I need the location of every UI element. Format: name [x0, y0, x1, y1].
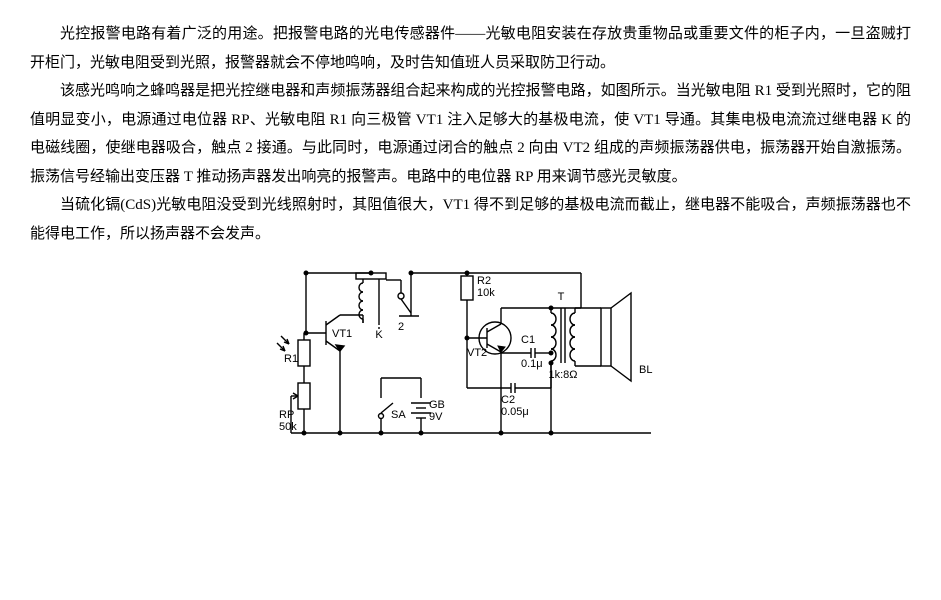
paragraph-1: 光控报警电路有着广泛的用途。把报警电路的光电传感器件——光敏电阻安装在存放贵重物… — [30, 20, 911, 77]
svg-text:C2: C2 — [501, 394, 515, 406]
svg-text:C1: C1 — [521, 334, 535, 346]
svg-text:9V: 9V — [429, 411, 443, 423]
circuit-diagram: 2 VT1 R1 RP50k K SA GB9V R210k VT2 C1 0.1μ C20.05μ T… — [251, 258, 691, 458]
paragraph-2: 该感光鸣响之蜂鸣器是把光控继电器和声频振荡器组合起来构成的光控报警电路，如图所示… — [30, 77, 911, 191]
svg-text:RP: RP — [279, 409, 294, 421]
svg-text:2: 2 — [397, 321, 403, 333]
svg-text:VT2: VT2 — [467, 347, 487, 359]
svg-text:50k: 50k — [279, 421, 297, 433]
svg-text:K: K — [375, 329, 383, 341]
svg-text:1k:8Ω: 1k:8Ω — [548, 369, 577, 381]
svg-text:T: T — [557, 291, 564, 303]
svg-text:0.1μ: 0.1μ — [521, 358, 543, 370]
svg-text:BL: BL — [639, 364, 652, 376]
svg-text:0.05μ: 0.05μ — [501, 406, 529, 418]
svg-text:R2: R2 — [477, 275, 491, 287]
svg-text:GB: GB — [429, 399, 445, 411]
svg-text:VT1: VT1 — [332, 328, 352, 340]
svg-text:10k: 10k — [477, 287, 495, 299]
svg-text:R1: R1 — [284, 353, 298, 365]
svg-text:SA: SA — [391, 409, 406, 421]
paragraph-3: 当硫化镉(CdS)光敏电阻没受到光线照射时，其阻值很大，VT1 得不到足够的基极… — [30, 191, 911, 248]
